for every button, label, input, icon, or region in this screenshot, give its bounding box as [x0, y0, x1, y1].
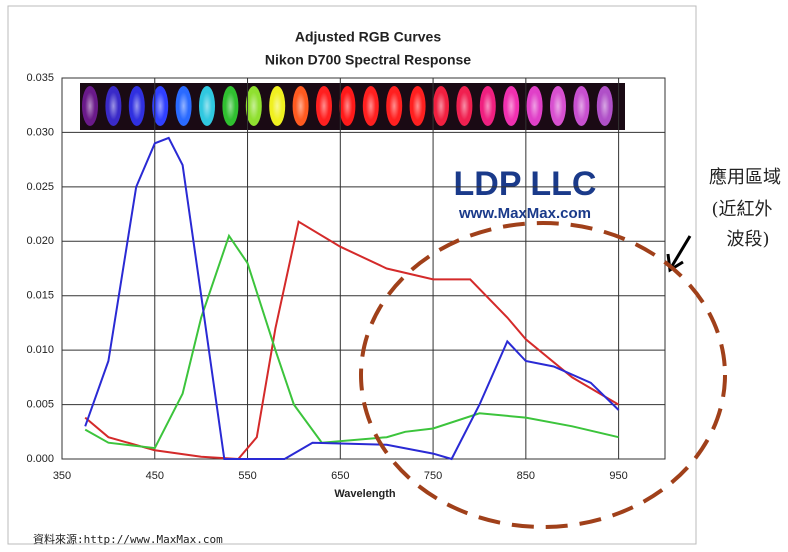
series-line — [85, 236, 618, 448]
highlight-ellipse — [361, 223, 725, 527]
y-tick-label: 0.010 — [26, 344, 54, 356]
spectrum-glow — [249, 92, 259, 120]
spectrum-glow — [272, 92, 282, 120]
annotation: 波段) — [726, 229, 769, 250]
spectrum-glow — [296, 92, 306, 120]
spectrum-glow — [319, 92, 329, 120]
page: {"chart_data": {"type": "line", "title":… — [0, 0, 788, 552]
spectrum-glow — [530, 92, 540, 120]
source: 資料來源:http://www.MaxMax.com — [33, 532, 223, 546]
spectrum-glow — [506, 92, 516, 120]
chart-title: Adjusted RGB Curves — [295, 29, 441, 45]
spectrum-glow — [108, 92, 118, 120]
y-tick-label: 0.025 — [26, 181, 54, 193]
y-tick-label: 0.030 — [26, 126, 54, 138]
spectrum-glow — [553, 92, 563, 120]
spectrum-glow — [600, 92, 610, 120]
y-tick-label: 0.015 — [26, 290, 54, 302]
watermark: LDP LLC — [454, 165, 597, 203]
y-tick-label: 0.000 — [26, 453, 54, 465]
x-tick-label: 550 — [238, 470, 256, 482]
spectrum-glow — [413, 92, 423, 120]
x-tick-label: 750 — [424, 470, 442, 482]
series-line — [85, 222, 618, 459]
y-tick-label: 0.020 — [26, 235, 54, 247]
spectrum-glow — [342, 92, 352, 120]
spectrum-glow — [179, 92, 189, 120]
chart-subtitle: Nikon D700 Spectral Response — [265, 52, 471, 68]
spectrum-glow — [576, 92, 586, 120]
plot-border — [62, 78, 665, 459]
annotation: (近紅外 — [711, 199, 772, 220]
spectrum-glow — [85, 92, 95, 120]
spectrum-glow — [366, 92, 376, 120]
x-tick-label: 650 — [331, 470, 349, 482]
x-tick-label: 950 — [609, 470, 627, 482]
spectrum-glow — [155, 92, 165, 120]
x-tick-label: 850 — [517, 470, 535, 482]
spectrum-glow — [225, 92, 235, 120]
spectrum-strip — [80, 83, 625, 130]
y-tick-label: 0.005 — [26, 398, 54, 410]
spectrum-glow — [459, 92, 469, 120]
x-axis-label: Wavelength — [334, 488, 396, 500]
x-tick-label: 450 — [146, 470, 164, 482]
x-tick-label: 350 — [53, 470, 71, 482]
spectrum-glow — [132, 92, 142, 120]
spectrum-glow — [202, 92, 212, 120]
spectrum-glow — [436, 92, 446, 120]
y-tick-label: 0.035 — [26, 72, 54, 84]
annotation: 應用區域 — [709, 166, 781, 188]
watermark-url: www.MaxMax.com — [458, 205, 591, 222]
spectrum-glow — [389, 92, 399, 120]
chart: Adjusted RGB Curves Nikon D700 Spectral … — [0, 0, 788, 552]
spectrum-glow — [483, 92, 493, 120]
